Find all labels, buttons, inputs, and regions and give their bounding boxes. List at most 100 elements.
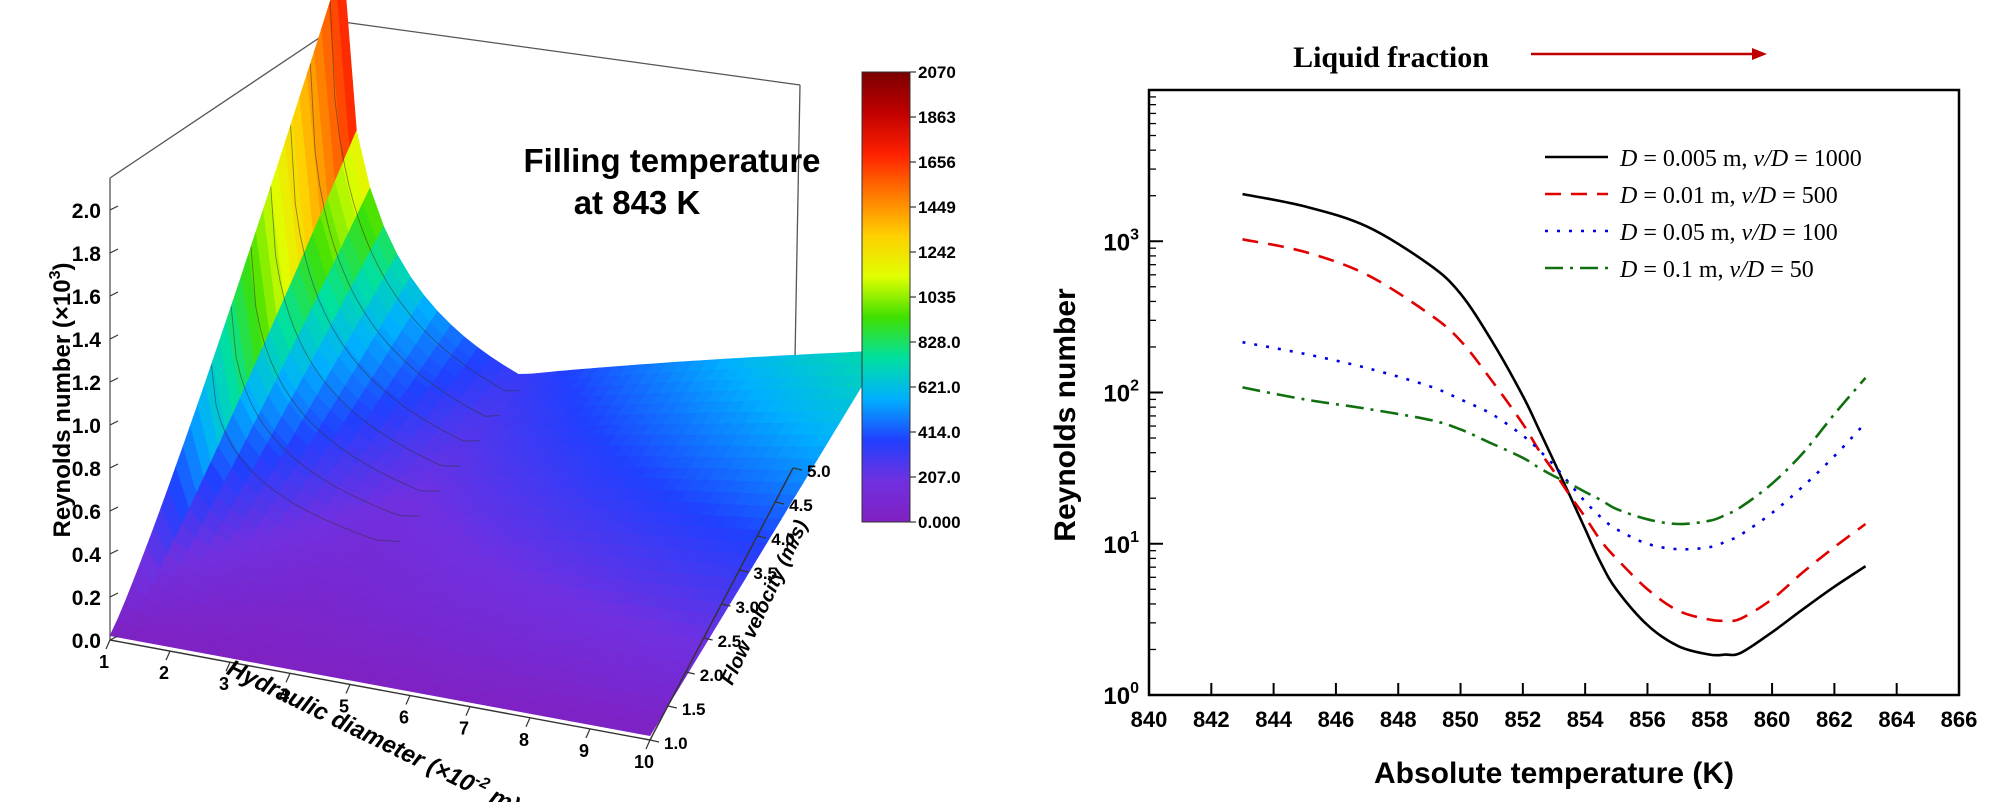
- x-tick-mark: [645, 739, 651, 750]
- z-tick-label: 0.0: [72, 630, 101, 653]
- y-tick-mark: [703, 637, 713, 641]
- colorbar-tick-label: 1242: [918, 243, 956, 262]
- z-tick-mark: [109, 205, 119, 211]
- y-axis-label: Reynolds number: [1049, 288, 1082, 542]
- y-tick-label: 4.0: [771, 530, 795, 549]
- x-tick-mark: [525, 717, 531, 728]
- surface-contour: [210, 364, 401, 543]
- z-tick-label: 1.0: [72, 415, 101, 438]
- z-axis-ticks: 0.0 0.2 0.4 0.6 0.8 1.0 1.2 1.4 1.6 1.8 2.0: [72, 200, 119, 653]
- x-axis-label: Absolute temperature (K): [1374, 757, 1734, 790]
- z-tick-mark: [109, 248, 119, 254]
- x-tick-label: 864: [1878, 707, 1915, 732]
- x-axis-ticks: 1 2 3 4 5 6 7 8 9 10: [99, 639, 654, 772]
- y-tick-label: 100: [1103, 680, 1139, 710]
- z-tick-mark: [109, 334, 119, 340]
- x-tick-label: 852: [1504, 707, 1541, 732]
- z-tick-label: 1.4: [72, 329, 102, 352]
- colorbar-tick-label: 414.0: [918, 423, 961, 442]
- title-arrow: [1531, 48, 1767, 60]
- y-tick-label: 3.5: [753, 564, 777, 583]
- surface-mesh: [109, 0, 884, 741]
- x-tick-label: 2: [159, 663, 169, 683]
- x-tick-label: 848: [1380, 707, 1417, 732]
- y-tick-mark: [649, 739, 660, 743]
- surface-cell: [636, 720, 658, 737]
- z-tick-label: 0.8: [72, 458, 102, 481]
- series-lines: [1242, 192, 1867, 657]
- y-tick-mark: [757, 535, 767, 539]
- z-tick-label: 0.4: [72, 544, 102, 567]
- z-tick-label: 1.6: [72, 286, 101, 309]
- x-tick-mark: [105, 639, 111, 650]
- y-tick-label: 4.5: [789, 496, 813, 515]
- surface-contour: [250, 246, 441, 492]
- y-tick-mark: [739, 569, 749, 573]
- x-tick-label: 844: [1255, 707, 1292, 732]
- x-tick-mark: [225, 661, 231, 672]
- x-tick-label: 854: [1567, 707, 1604, 732]
- z-tick-mark: [109, 377, 119, 383]
- x-tick-mark: [405, 695, 411, 705]
- x-tick-label: 6: [399, 708, 409, 728]
- x-tick-mark: [345, 684, 351, 694]
- surface-contour: [329, 1, 520, 392]
- z-tick-mark: [109, 463, 119, 469]
- x-tick-mark: [285, 673, 291, 683]
- x-tick-label: 862: [1816, 707, 1853, 732]
- z-tick-mark: [109, 592, 119, 598]
- series-line-1: [1242, 192, 1867, 657]
- y-tick-label: 1.5: [682, 700, 706, 719]
- z-tick-mark: [109, 420, 119, 426]
- legend: D = 0.005 m, v/D = 1000 D = 0.01 m, v/D =…: [1545, 146, 1862, 283]
- colorbar-ticks: 2070 1863 1656 1449 1242 1035 828.0 621.0 414.0 2…: [910, 63, 961, 532]
- x-tick-label: 1: [99, 652, 109, 672]
- chart-title: Liquid fraction: [1293, 41, 1489, 74]
- series-line-3: [1242, 340, 1867, 551]
- surface-chart: 0.0 0.2 0.4 0.6 0.8 1.0 1.2 1.4 1.6 1.8 2.0 Reynol…: [47, 0, 961, 802]
- surface-contour: [270, 186, 460, 467]
- x-tick-label: 842: [1193, 707, 1230, 732]
- legend-label: D = 0.01 m, v/D = 500: [1619, 183, 1838, 209]
- plot-frame: [1147, 88, 1961, 697]
- y-tick-label: 5.0: [807, 462, 831, 481]
- y-tick-mark: [685, 671, 695, 675]
- y-tick-label: 1.0: [664, 734, 688, 753]
- series-line-2: [1242, 238, 1867, 623]
- arrow-head: [1752, 48, 1767, 60]
- colorbar-tick-label: 1863: [918, 108, 956, 127]
- y-tick-mark: [774, 501, 785, 505]
- y-tick-mark: [792, 467, 803, 471]
- legend-label: D = 0.05 m, v/D = 100: [1619, 220, 1838, 246]
- y-axis-ticks: 1.0 1.5 2.0 2.5 3.0 3.5 4.0 4.5 5.0: [649, 462, 831, 753]
- box-edge: [342, 21, 801, 86]
- z-tick-label: 2.0: [72, 200, 101, 223]
- annotation-line-1: Filling temperature: [523, 142, 820, 179]
- colorbar: [861, 71, 911, 523]
- box-edge: [109, 21, 344, 179]
- x-tick-label: 4: [279, 685, 289, 705]
- line-chart: Liquid fraction 840 842 844 846 848 850 852 854…: [1049, 41, 1977, 790]
- legend-label: D = 0.005 m, v/D = 1000: [1619, 146, 1862, 172]
- x-axis-ticks: 840 842 844 846 848 850 852 854 856 858 860 862 864 8…: [1131, 683, 1977, 732]
- z-tick-mark: [109, 506, 119, 512]
- y-axis-ticks: 100 101 102 103: [1103, 96, 1163, 710]
- z-tick-mark: [109, 549, 119, 555]
- x-tick-label: 860: [1754, 707, 1791, 732]
- annotation-line-2: at 843 K: [574, 184, 701, 221]
- z-tick-label: 0.6: [72, 501, 101, 524]
- x-tick-label: 8: [519, 730, 529, 750]
- x-tick-label: 3: [219, 674, 229, 694]
- x-tick-mark: [165, 650, 171, 661]
- colorbar-tick-label: 207.0: [918, 468, 961, 487]
- y-tick-mark: [721, 603, 731, 607]
- x-tick-label: 10: [634, 752, 654, 772]
- x-tick-mark: [585, 728, 591, 739]
- x-axis-line: [109, 639, 651, 741]
- x-tick-label: 856: [1629, 707, 1666, 732]
- z-tick-label: 0.2: [72, 587, 101, 610]
- z-tick-label: 1.8: [72, 243, 102, 266]
- x-tick-label: 5: [339, 696, 349, 716]
- colorbar-tick-label: 1449: [918, 198, 956, 217]
